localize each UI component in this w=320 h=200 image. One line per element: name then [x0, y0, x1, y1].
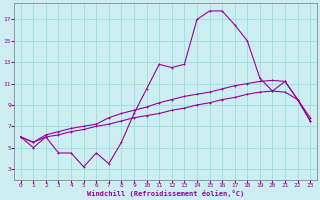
X-axis label: Windchill (Refroidissement éolien,°C): Windchill (Refroidissement éolien,°C): [87, 190, 244, 197]
